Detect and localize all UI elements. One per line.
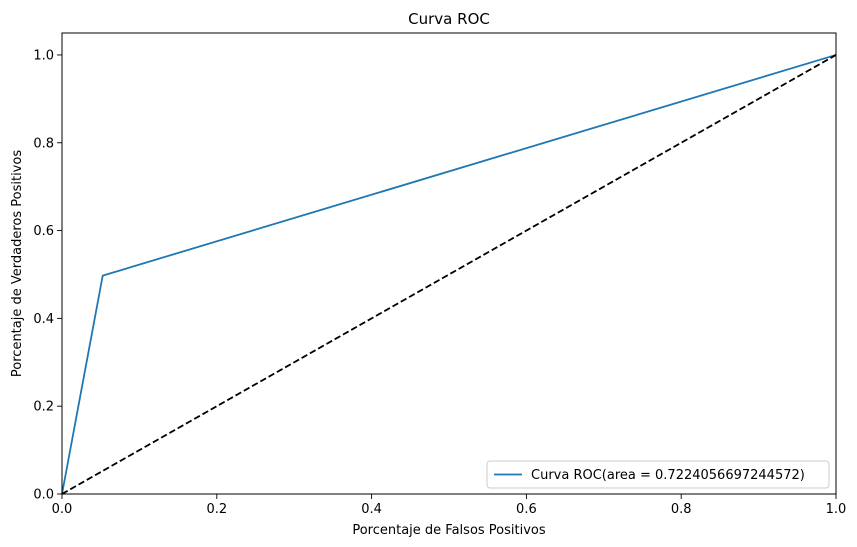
legend: Curva ROC(area = 0.7224056697244572) xyxy=(486,460,830,489)
x-tick-label: 0.0 xyxy=(52,502,73,517)
x-tick-label: 0.2 xyxy=(206,502,227,517)
y-axis-ticks: 0.0 0.2 0.4 0.6 0.8 1.0 xyxy=(33,48,62,503)
y-axis-label: Porcentaje de Verdaderos Positivos xyxy=(10,150,25,377)
y-tick-label: 0.2 xyxy=(33,400,54,415)
plot-lines xyxy=(61,54,837,495)
y-tick-label: 1.0 xyxy=(33,48,54,63)
x-tick-label: 0.6 xyxy=(516,502,537,517)
y-tick-label: 0.4 xyxy=(33,312,54,327)
plot-frame xyxy=(61,32,837,495)
legend-label: Curva ROC(area = 0.7224056697244572) xyxy=(531,468,805,483)
chart-title: Curva ROC xyxy=(408,10,490,28)
x-axis-label: Porcentaje de Falsos Positivos xyxy=(352,523,546,538)
y-tick-label: 0.0 xyxy=(33,488,54,503)
x-tick-label: 0.8 xyxy=(671,502,692,517)
y-tick-label: 0.8 xyxy=(33,136,54,151)
x-tick-label: 1.0 xyxy=(826,502,847,517)
diagonal-reference-line xyxy=(61,54,837,495)
roc-curve-line xyxy=(61,54,837,495)
y-tick-label: 0.6 xyxy=(33,224,54,239)
x-tick-label: 0.4 xyxy=(361,502,382,517)
legend-box xyxy=(486,460,830,489)
x-axis-ticks: 0.0 0.2 0.4 0.6 0.8 1.0 xyxy=(52,494,847,517)
